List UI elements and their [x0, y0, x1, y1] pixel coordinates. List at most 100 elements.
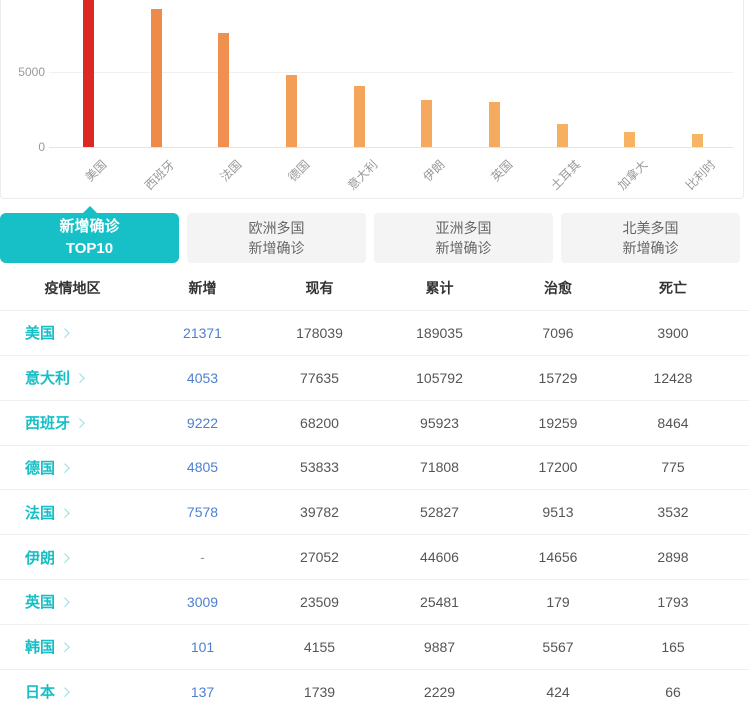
total-value: 52827: [420, 504, 459, 521]
table-row-usa: 美国 21371 178039 189035 7096 3900: [0, 310, 749, 355]
new-value[interactable]: 4053: [186, 369, 219, 386]
chevron-right-icon: [74, 418, 85, 429]
x-axis-label-iran: 伊朗: [420, 157, 448, 185]
region-name: 意大利: [25, 370, 71, 388]
current-value: 68200: [300, 414, 339, 431]
region-link-spain[interactable]: 西班牙: [0, 412, 145, 433]
tab-europe[interactable]: 欧洲多国 新增确诊: [187, 213, 366, 263]
chart-bar-turkey[interactable]: [556, 124, 568, 147]
region-link-usa[interactable]: 美国: [0, 322, 145, 343]
region-link-france[interactable]: 法国: [0, 502, 145, 523]
column-header-0: 疫情地区: [44, 280, 101, 296]
chevron-right-icon: [59, 642, 70, 653]
dead-value: 8464: [657, 414, 689, 431]
chart-bar-belgium[interactable]: [691, 134, 703, 147]
chart-bar-france[interactable]: [217, 33, 229, 147]
new-value[interactable]: 3009: [186, 593, 219, 610]
current-value: 23509: [300, 593, 339, 610]
x-axis-label-uk: 英国: [488, 157, 516, 185]
current-value: 77635: [300, 369, 339, 386]
total-value: 25481: [420, 593, 459, 610]
cured-value: 179: [546, 593, 570, 610]
total-value: 44606: [420, 549, 459, 566]
tab-bar: 新增确诊 TOP10 欧洲多国 新增确诊 亚洲多国 新增确诊 北美多国 新增确诊: [0, 206, 749, 263]
current-value: 39782: [300, 504, 339, 521]
chart-bar-canada[interactable]: [623, 132, 635, 147]
x-axis-label-belgium: 比利时: [682, 157, 719, 193]
cured-value: 19259: [538, 414, 578, 431]
x-axis-line: [49, 147, 733, 148]
dead-value: 3532: [657, 504, 689, 521]
table-row-italy: 意大利 4053 77635 105792 15729 12428: [0, 354, 749, 400]
dead-value: 12428: [653, 369, 693, 386]
new-value[interactable]: 101: [190, 638, 215, 655]
chevron-right-icon: [59, 508, 70, 518]
table-row-uk: 英国 3009 23509 25481 179 1793: [0, 579, 749, 624]
total-value: 105792: [416, 369, 463, 386]
x-axis-label-italy: 意大利: [344, 157, 381, 193]
cured-value: 14656: [538, 549, 578, 566]
new-value[interactable]: 9222: [186, 414, 219, 431]
x-axis-label-turkey: 土耳其: [547, 157, 584, 193]
region-link-italy[interactable]: 意大利: [0, 367, 145, 388]
region-name: 韩国: [25, 639, 56, 657]
tab-top10[interactable]: 新增确诊 TOP10: [0, 206, 179, 263]
column-header-1: 新增: [188, 280, 217, 296]
total-value: 189035: [416, 324, 463, 341]
chart-bar-germany[interactable]: [285, 75, 297, 147]
total-value: 9887: [423, 638, 456, 655]
epidemic-table: 疫情地区 新增 现有 累计 治愈 死亡 美国 21371 178039 189035 7096 39…: [0, 263, 749, 714]
region-name: 英国: [25, 594, 56, 612]
tab-asia[interactable]: 亚洲多国 新增确诊: [374, 213, 553, 263]
table-row-germany: 德国 4805 53833 71808 17200 775: [0, 444, 749, 490]
region-link-uk[interactable]: 英国: [0, 591, 145, 612]
chart-bar-usa[interactable]: [82, 0, 94, 147]
cured-value: 424: [546, 683, 570, 700]
region-name: 日本: [25, 684, 56, 702]
region-link-south-korea[interactable]: 韩国: [0, 636, 145, 657]
column-header-2: 现有: [305, 280, 334, 296]
y-axis-tick-0: 0: [38, 140, 45, 154]
region-name: 法国: [25, 504, 56, 522]
cured-value: 9513: [542, 504, 574, 521]
table-body: 美国 21371 178039 189035 7096 3900 意大利 4053 77635 1…: [0, 310, 749, 714]
current-value: 178039: [296, 324, 343, 341]
region-link-germany[interactable]: 德国: [0, 457, 145, 478]
chart-bar-spain[interactable]: [150, 9, 162, 147]
new-value: -: [200, 549, 205, 566]
dead-value: 2898: [657, 549, 689, 566]
chevron-right-icon: [74, 373, 85, 384]
new-value[interactable]: 137: [190, 683, 215, 700]
region-link-iran[interactable]: 伊朗: [0, 547, 145, 568]
x-axis-label-usa: 美国: [82, 157, 110, 185]
x-axis-label-canada: 加拿大: [614, 157, 651, 193]
dead-value: 1793: [657, 593, 689, 610]
dead-value: 775: [661, 459, 685, 476]
y-axis-tick-5000: 5000: [18, 65, 45, 79]
new-value[interactable]: 21371: [183, 324, 222, 341]
current-value: 27052: [300, 549, 339, 566]
new-value[interactable]: 7578: [186, 504, 219, 521]
chevron-right-icon: [59, 463, 70, 474]
tab-north-america[interactable]: 北美多国 新增确诊: [561, 213, 740, 263]
table-header-row: 疫情地区 新增 现有 累计 治愈 死亡: [0, 263, 749, 310]
chart-bar-iran[interactable]: [420, 100, 432, 147]
dead-value: 66: [665, 683, 681, 700]
chevron-right-icon: [59, 687, 70, 698]
column-header-4: 治愈: [544, 280, 572, 296]
region-link-japan[interactable]: 日本: [0, 681, 145, 702]
new-cases-bar-chart: 5000 0 美国 西班牙 法国 德国 意大利 伊朗 英国 土耳其 加拿大 比利时: [1, 0, 743, 199]
column-header-3: 累计: [425, 280, 454, 296]
table-row-iran: 伊朗 - 27052 44606 14656 2898: [0, 534, 749, 579]
region-name: 西班牙: [25, 415, 71, 433]
table-row-spain: 西班牙 9222 68200 95923 19259 8464: [0, 399, 749, 445]
chart-bar-uk[interactable]: [488, 102, 500, 147]
cured-value: 15729: [538, 369, 578, 386]
cured-value: 7096: [542, 324, 574, 341]
new-value[interactable]: 4805: [186, 459, 219, 476]
dead-value: 165: [661, 638, 685, 655]
chevron-right-icon: [59, 597, 70, 608]
dead-value: 3900: [657, 324, 689, 341]
chart-bar-italy[interactable]: [353, 86, 365, 147]
